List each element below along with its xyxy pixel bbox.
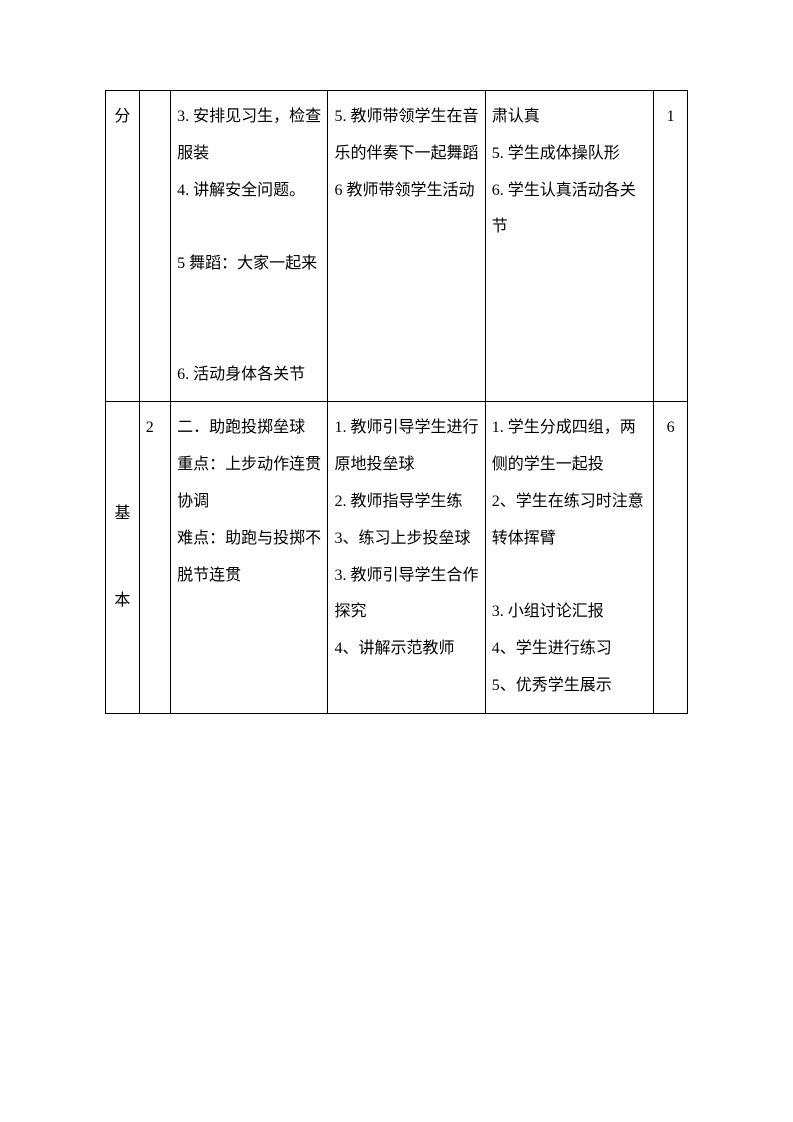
number-cell: [139, 91, 170, 402]
section-cell: 基 本: [106, 402, 140, 713]
section-label-1: 基: [114, 496, 130, 533]
student-text: 肃认真 5. 学生成体操队形 6. 学生认真活动各关节: [492, 99, 648, 246]
teacher-cell: 5. 教师带领学生在音乐的伴奏下一起舞蹈 6 教师带领学生活动: [328, 91, 485, 402]
teacher-text: 5. 教师带领学生在音乐的伴奏下一起舞蹈 6 教师带领学生活动: [334, 99, 478, 209]
lesson-plan-table: 分 3. 安排见习生，检查服装 4. 讲解安全问题。 5 舞蹈：大家一起来 6.…: [105, 90, 688, 714]
row-number: 2: [146, 419, 154, 436]
count-cell: 1: [654, 91, 688, 402]
content-cell: 3. 安排见习生，检查服装 4. 讲解安全问题。 5 舞蹈：大家一起来 6. 活…: [171, 91, 328, 402]
teacher-cell: 1. 教师引导学生进行原地投垒球 2. 教师指导学生练 3、练习上步投垒球 3.…: [328, 402, 485, 713]
count-value: 6: [667, 419, 675, 436]
section-cell: 分: [106, 91, 140, 402]
teacher-text: 1. 教师引导学生进行原地投垒球 2. 教师指导学生练 3、练习上步投垒球 3.…: [334, 410, 478, 668]
content-text: 二．助跑投掷垒球 重点：上步动作连贯协调 难点：助跑与投掷不脱节连贯: [177, 410, 321, 594]
student-text: 1. 学生分成四组，两侧的学生一起投 2、学生在练习时注意转体挥臂 3. 小组讨…: [492, 410, 648, 704]
section-label: 分: [114, 108, 130, 125]
content-cell: 二．助跑投掷垒球 重点：上步动作连贯协调 难点：助跑与投掷不脱节连贯: [171, 402, 328, 713]
table-row: 基 本 2 二．助跑投掷垒球 重点：上步动作连贯协调 难点：助跑与投掷不脱节连贯…: [106, 402, 688, 713]
table-row: 分 3. 安排见习生，检查服装 4. 讲解安全问题。 5 舞蹈：大家一起来 6.…: [106, 91, 688, 402]
student-cell: 肃认真 5. 学生成体操队形 6. 学生认真活动各关节: [485, 91, 654, 402]
number-cell: 2: [139, 402, 170, 713]
student-cell: 1. 学生分成四组，两侧的学生一起投 2、学生在练习时注意转体挥臂 3. 小组讨…: [485, 402, 654, 713]
count-value: 1: [667, 108, 675, 125]
count-cell: 6: [654, 402, 688, 713]
section-label-2: 本: [114, 583, 130, 620]
content-text: 3. 安排见习生，检查服装 4. 讲解安全问题。 5 舞蹈：大家一起来 6. 活…: [177, 99, 321, 393]
